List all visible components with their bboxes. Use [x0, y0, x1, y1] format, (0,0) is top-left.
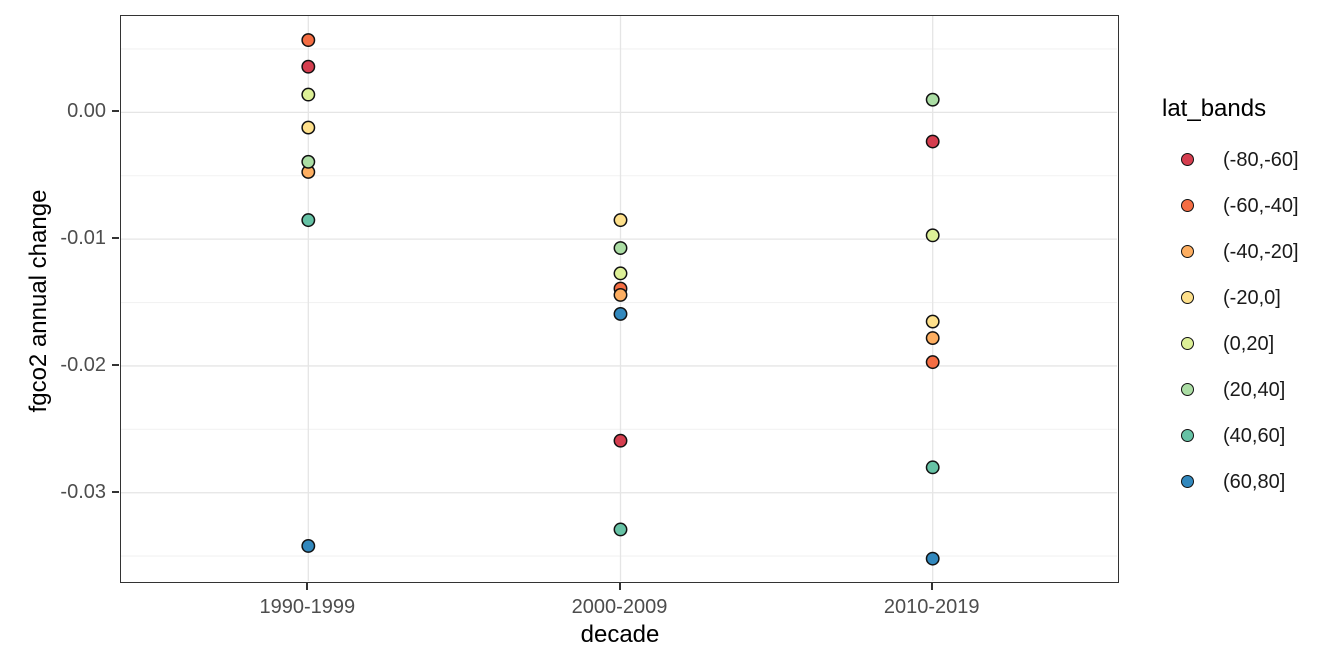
y-axis-title: fgco2 annual change	[25, 189, 52, 413]
y-tick-mark	[112, 490, 119, 493]
data-point	[925, 228, 940, 243]
data-point	[301, 154, 316, 169]
y-tick-label: -0.02	[60, 353, 106, 376]
y-tick-label: -0.01	[60, 227, 106, 250]
data-point	[925, 331, 940, 345]
x-tick-mark	[306, 583, 309, 590]
legend-swatch-icon	[1181, 429, 1194, 442]
legend-swatch-icon	[1181, 199, 1194, 212]
data-point	[613, 433, 628, 448]
legend-label: (-60,-40]	[1223, 195, 1299, 217]
plot-panel	[120, 15, 1119, 583]
data-point	[925, 355, 940, 370]
data-point	[613, 287, 628, 302]
legend-label: (60,80]	[1223, 471, 1286, 493]
data-point	[925, 460, 940, 475]
legend-swatch-icon	[1181, 383, 1194, 396]
legend-swatch-icon	[1181, 337, 1194, 350]
x-tick-label: 1990-1999	[259, 596, 356, 618]
data-point	[301, 213, 316, 228]
legend-label: (-20,0]	[1223, 287, 1281, 309]
data-point	[925, 551, 940, 566]
legend-swatch-icon	[1181, 245, 1194, 258]
y-tick-mark	[112, 110, 119, 113]
legend-label: (40,60]	[1223, 425, 1286, 447]
data-point	[925, 134, 940, 149]
x-tick-mark	[618, 583, 621, 590]
data-point	[301, 120, 316, 135]
data-point	[301, 87, 316, 102]
data-point	[613, 306, 628, 321]
legend-label: (-80,-60]	[1223, 149, 1299, 171]
data-point	[301, 33, 316, 48]
data-point	[613, 213, 628, 228]
data-point	[613, 522, 628, 537]
x-tick-label: 2000-2009	[571, 596, 668, 618]
legend-swatch-icon	[1181, 153, 1194, 166]
legend-label: (-40,-20]	[1223, 241, 1299, 263]
data-point	[301, 59, 316, 74]
y-tick-label: 0.00	[67, 100, 106, 123]
data-point	[613, 241, 628, 255]
scatter-plot	[121, 16, 1117, 581]
data-point	[925, 92, 940, 107]
legend-label: (0,20]	[1223, 333, 1275, 355]
data-point	[301, 539, 316, 553]
x-axis-title: decade	[580, 621, 660, 648]
y-tick-label: -0.03	[60, 480, 106, 503]
legend-title: lat_bands	[1162, 95, 1267, 122]
legend-swatch-icon	[1181, 475, 1194, 488]
x-tick-mark	[930, 583, 933, 590]
data-point	[613, 266, 628, 281]
y-tick-mark	[112, 363, 119, 366]
y-tick-mark	[112, 237, 119, 240]
x-tick-label: 2010-2019	[883, 596, 980, 618]
legend-swatch-icon	[1181, 291, 1194, 304]
legend-label: (20,40]	[1223, 379, 1286, 401]
data-point	[925, 314, 940, 329]
